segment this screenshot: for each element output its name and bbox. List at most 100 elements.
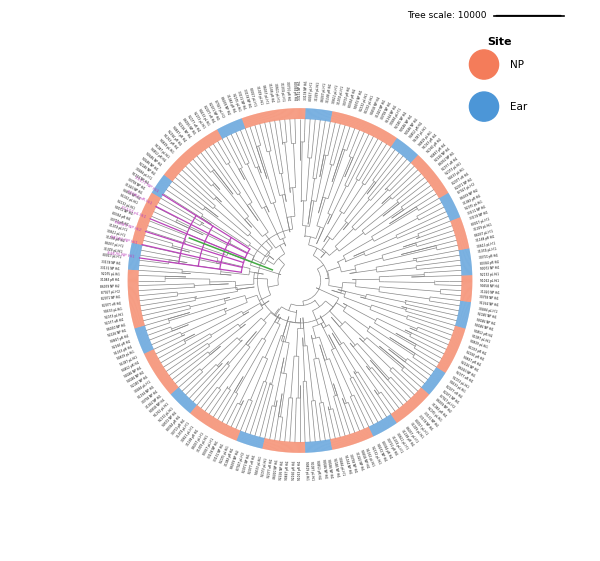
Wedge shape bbox=[385, 417, 391, 427]
Wedge shape bbox=[425, 172, 434, 179]
Wedge shape bbox=[284, 109, 286, 119]
Wedge shape bbox=[171, 388, 179, 396]
Text: 31168 pR Hi1: 31168 pR Hi1 bbox=[475, 235, 496, 243]
Wedge shape bbox=[173, 389, 181, 397]
Wedge shape bbox=[188, 403, 196, 412]
Wedge shape bbox=[458, 247, 469, 249]
Wedge shape bbox=[255, 114, 259, 125]
Wedge shape bbox=[366, 123, 371, 134]
Wedge shape bbox=[142, 213, 152, 217]
Wedge shape bbox=[362, 430, 367, 440]
Wedge shape bbox=[382, 420, 388, 429]
Wedge shape bbox=[266, 112, 269, 122]
Wedge shape bbox=[459, 309, 470, 311]
Wedge shape bbox=[154, 366, 163, 373]
Wedge shape bbox=[140, 217, 150, 221]
Wedge shape bbox=[197, 410, 203, 419]
Wedge shape bbox=[269, 111, 272, 122]
Wedge shape bbox=[287, 442, 289, 452]
Wedge shape bbox=[170, 167, 178, 175]
Wedge shape bbox=[369, 426, 374, 436]
Wedge shape bbox=[128, 293, 139, 295]
Wedge shape bbox=[182, 398, 190, 407]
Text: 91087 pL Hi1: 91087 pL Hi1 bbox=[154, 142, 170, 159]
Wedge shape bbox=[131, 245, 142, 248]
Wedge shape bbox=[429, 177, 438, 183]
Wedge shape bbox=[236, 431, 241, 441]
Wedge shape bbox=[129, 259, 140, 261]
Wedge shape bbox=[325, 111, 328, 121]
Wedge shape bbox=[428, 378, 437, 385]
Wedge shape bbox=[458, 313, 469, 316]
Wedge shape bbox=[176, 160, 184, 168]
Wedge shape bbox=[305, 108, 307, 119]
Text: 91164 NP Hi1: 91164 NP Hi1 bbox=[130, 172, 149, 186]
Wedge shape bbox=[273, 110, 275, 121]
Wedge shape bbox=[253, 114, 257, 125]
Wedge shape bbox=[167, 384, 176, 391]
Wedge shape bbox=[461, 265, 472, 267]
Wedge shape bbox=[461, 269, 472, 270]
Wedge shape bbox=[382, 132, 388, 141]
Wedge shape bbox=[172, 165, 180, 173]
Wedge shape bbox=[131, 311, 142, 314]
Wedge shape bbox=[250, 116, 254, 126]
Wedge shape bbox=[220, 423, 225, 433]
Wedge shape bbox=[446, 206, 456, 211]
Wedge shape bbox=[452, 333, 463, 337]
Wedge shape bbox=[128, 292, 139, 293]
Wedge shape bbox=[421, 167, 430, 174]
Wedge shape bbox=[455, 233, 466, 236]
Text: 92040 NP Hi1: 92040 NP Hi1 bbox=[137, 162, 155, 176]
Wedge shape bbox=[341, 114, 344, 125]
Wedge shape bbox=[323, 440, 325, 451]
Wedge shape bbox=[452, 224, 463, 228]
Wedge shape bbox=[189, 404, 196, 412]
Wedge shape bbox=[205, 415, 211, 424]
Wedge shape bbox=[246, 117, 250, 127]
Wedge shape bbox=[128, 289, 139, 290]
Text: 92040 NP Hi1: 92040 NP Hi1 bbox=[332, 457, 340, 477]
Wedge shape bbox=[437, 188, 446, 195]
Text: 90819 pL Hi1: 90819 pL Hi1 bbox=[116, 350, 136, 361]
Wedge shape bbox=[459, 251, 470, 254]
Text: 86039 NP Hi2: 86039 NP Hi2 bbox=[460, 188, 479, 200]
Wedge shape bbox=[208, 417, 214, 426]
Wedge shape bbox=[262, 112, 264, 123]
Wedge shape bbox=[169, 168, 177, 176]
Wedge shape bbox=[170, 386, 178, 394]
Wedge shape bbox=[421, 388, 429, 396]
Wedge shape bbox=[275, 440, 277, 451]
Wedge shape bbox=[230, 428, 235, 439]
Wedge shape bbox=[343, 114, 347, 125]
Wedge shape bbox=[207, 135, 214, 144]
Wedge shape bbox=[131, 312, 142, 315]
Wedge shape bbox=[442, 357, 452, 363]
Wedge shape bbox=[136, 226, 147, 229]
Wedge shape bbox=[230, 123, 235, 133]
Wedge shape bbox=[238, 431, 242, 442]
Wedge shape bbox=[433, 183, 442, 189]
Wedge shape bbox=[314, 109, 316, 119]
Wedge shape bbox=[186, 402, 194, 410]
Wedge shape bbox=[131, 315, 142, 318]
Wedge shape bbox=[229, 123, 234, 134]
Wedge shape bbox=[449, 214, 459, 219]
Wedge shape bbox=[404, 404, 411, 412]
Wedge shape bbox=[129, 300, 140, 302]
Wedge shape bbox=[136, 332, 147, 335]
Wedge shape bbox=[444, 353, 454, 358]
Wedge shape bbox=[441, 358, 451, 364]
Text: 31020 NP Hi1: 31020 NP Hi1 bbox=[354, 451, 364, 471]
Wedge shape bbox=[236, 120, 241, 130]
Wedge shape bbox=[275, 440, 277, 451]
Wedge shape bbox=[136, 330, 146, 334]
Wedge shape bbox=[461, 291, 472, 292]
Wedge shape bbox=[131, 315, 142, 318]
Wedge shape bbox=[344, 115, 348, 126]
Wedge shape bbox=[458, 245, 469, 248]
Wedge shape bbox=[461, 265, 472, 266]
Wedge shape bbox=[385, 134, 391, 144]
Text: 91087 pL Hi1: 91087 pL Hi1 bbox=[471, 334, 490, 344]
Wedge shape bbox=[137, 332, 147, 336]
